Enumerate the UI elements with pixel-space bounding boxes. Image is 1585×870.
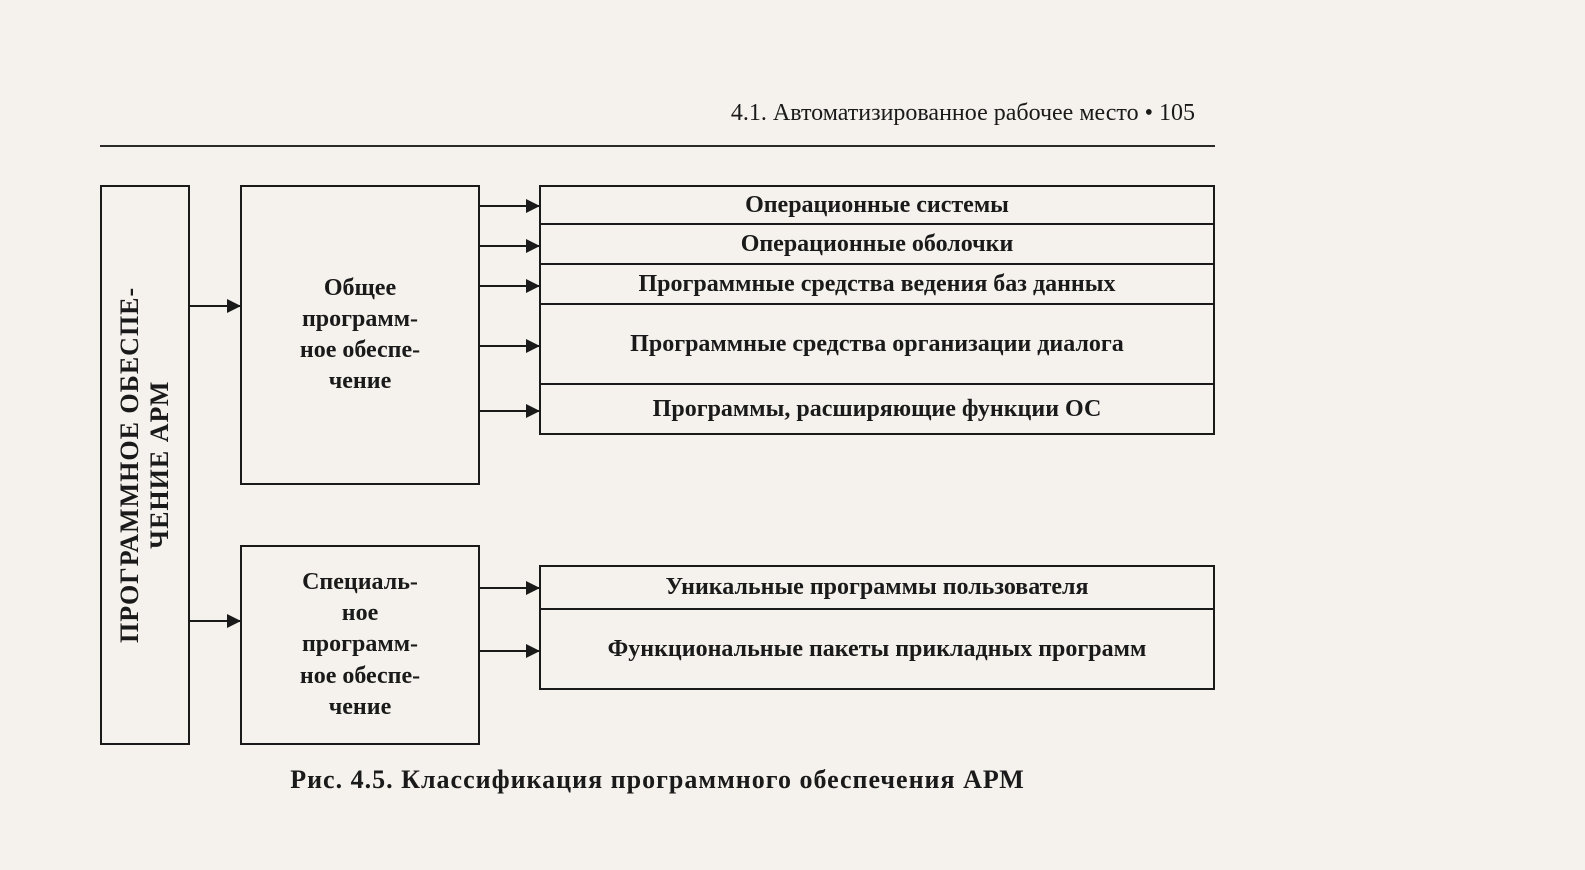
leaf-node: Программные средства ведения баз данных [539, 265, 1215, 305]
leaf-label: Уникальные программы пользователя [665, 573, 1088, 602]
leaf-node: Уникальные программы пользователя [539, 565, 1215, 610]
arrow-to-leaf [480, 345, 539, 347]
leaf-label: Программные средства организации диалога [630, 330, 1124, 359]
page-number: 105 [1159, 100, 1195, 126]
root-label: ПРОГРАММНОЕ ОБЕСПЕ-ЧЕНИЕ АРМ [115, 287, 175, 643]
leaf-label: Функциональные пакеты прикладных програм… [608, 635, 1147, 664]
leaf-node: Программные средства организации диалога [539, 305, 1215, 385]
root-node: ПРОГРАММНОЕ ОБЕСПЕ-ЧЕНИЕ АРМ [100, 185, 190, 745]
leaf-node: Программы, расширяющие функции ОС [539, 385, 1215, 435]
leaf-label: Операционные системы [745, 191, 1009, 220]
leaf-label: Операционные оболочки [741, 230, 1014, 259]
leaf-label: Программы, расширяющие функции ОС [653, 395, 1102, 424]
leaf-node: Операционные оболочки [539, 225, 1215, 265]
arrow-root-to-special [190, 620, 240, 622]
header-sep: • [1145, 100, 1153, 126]
arrow-root-to-general [190, 305, 240, 307]
arrow-to-leaf [480, 650, 539, 652]
category-node-general: Общеепрограмм-ное обеспе-чение [240, 185, 480, 485]
category-label: Специаль-ноепрограмм-ное обеспе-чение [300, 567, 420, 723]
classification-diagram: ПРОГРАММНОЕ ОБЕСПЕ-ЧЕНИЕ АРМ Общеепрогра… [100, 185, 1215, 805]
category-label: Общеепрограмм-ное обеспе-чение [300, 273, 420, 398]
page-header: 4.1. Автоматизированное рабочее место • … [731, 100, 1195, 127]
arrow-to-leaf [480, 285, 539, 287]
leaf-label: Программные средства ведения баз данных [639, 270, 1116, 299]
arrow-to-leaf [480, 410, 539, 412]
arrow-to-leaf [480, 587, 539, 589]
header-rule [100, 145, 1215, 147]
leaf-node: Функциональные пакеты прикладных програм… [539, 610, 1215, 690]
leaf-node: Операционные системы [539, 185, 1215, 225]
section-number: 4.1. Автоматизированное рабочее место [731, 100, 1139, 126]
figure-caption: Рис. 4.5. Классификация программного обе… [100, 765, 1215, 795]
arrow-to-leaf [480, 245, 539, 247]
arrow-to-leaf [480, 205, 539, 207]
category-node-special: Специаль-ноепрограмм-ное обеспе-чение [240, 545, 480, 745]
